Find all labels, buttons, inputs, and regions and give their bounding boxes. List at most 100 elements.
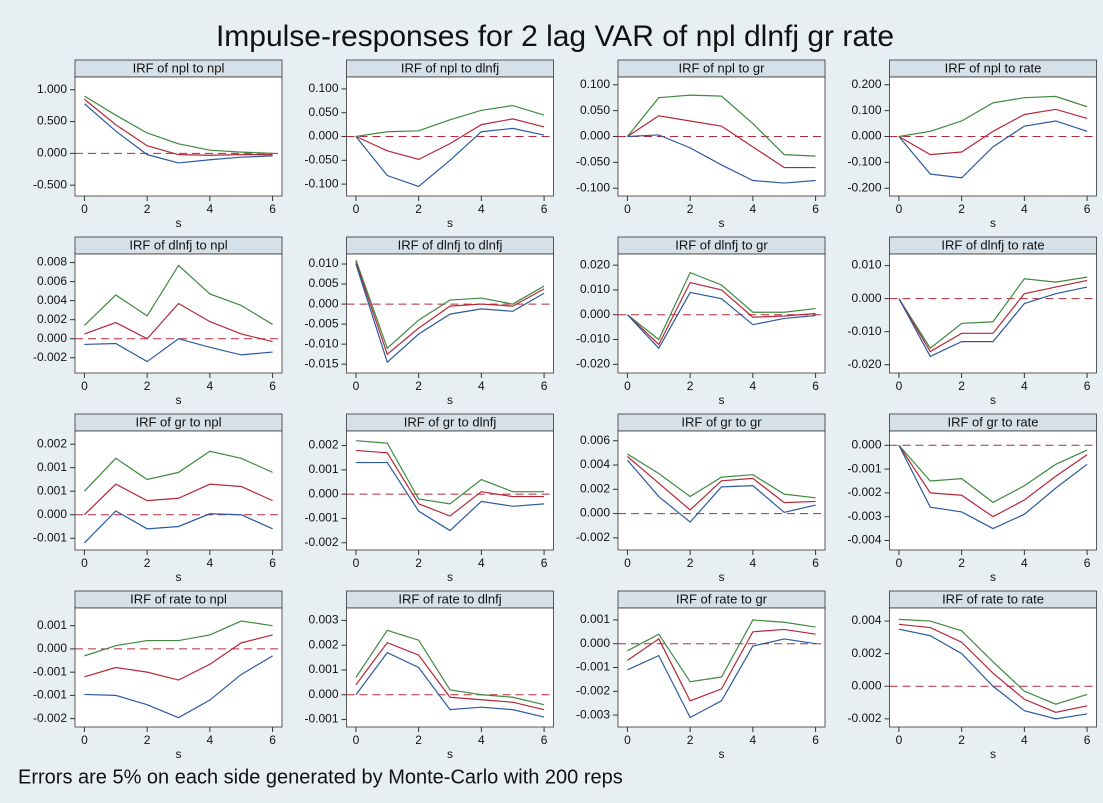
chart-title: Impulse-responses for 2 lag VAR of npl d… <box>216 20 894 53</box>
plot-area <box>346 430 554 551</box>
x-tick-label: 2 <box>687 202 694 216</box>
x-axis-label: s <box>447 216 453 230</box>
x-tick-label: 0 <box>81 379 88 393</box>
irf-line <box>355 261 545 356</box>
x-axis-label: s <box>990 747 996 761</box>
x-tick-label: 4 <box>1021 379 1028 393</box>
irf-line <box>898 108 1088 156</box>
plot-area <box>74 607 283 728</box>
y-tick-label: 0.000 <box>851 291 881 305</box>
y-tick-label: -0.010 <box>304 336 338 350</box>
x-tick-label: 2 <box>415 202 422 216</box>
x-tick-label: 4 <box>1021 733 1028 747</box>
y-tick-label: 0.000 <box>580 129 610 143</box>
y-tick-label: -0.100 <box>304 176 338 190</box>
subplot-title: IRF of rate to dlnfj <box>398 591 501 606</box>
y-tick-label: -0.001 <box>33 688 67 702</box>
x-tick-label: 6 <box>541 379 548 393</box>
irf-line <box>84 655 273 719</box>
y-tick-label: 0.002 <box>851 646 881 660</box>
subplot-title: IRF of gr to npl <box>136 414 222 429</box>
y-tick-label: 0.010 <box>308 256 338 270</box>
y-tick-label: 0.001 <box>37 483 67 497</box>
y-tick-label: 0.001 <box>308 662 338 676</box>
y-tick-label: -0.010 <box>576 332 610 346</box>
y-tick-label: -0.004 <box>847 533 881 547</box>
x-tick-label: 2 <box>144 202 151 216</box>
y-tick-label: 0.005 <box>308 276 338 290</box>
subplot-title: IRF of npl to npl <box>133 60 225 75</box>
x-tick-label: 2 <box>415 556 422 570</box>
y-tick-label: 0.000 <box>580 307 610 321</box>
x-tick-label: 0 <box>353 202 360 216</box>
x-tick-label: 2 <box>144 733 151 747</box>
y-tick-label: 0.100 <box>851 103 881 117</box>
y-tick-label: 0.002 <box>37 312 67 326</box>
y-tick-label: 0.001 <box>308 462 338 476</box>
x-axis-label: s <box>447 393 453 407</box>
subplot-title: IRF of npl to rate <box>945 60 1042 75</box>
y-tick-label: 0.000 <box>308 486 338 500</box>
subplot-title: IRF of dlnfj to rate <box>941 237 1044 252</box>
y-tick-label: 0.002 <box>580 481 610 495</box>
y-tick-label: 0.100 <box>580 77 610 91</box>
x-tick-label: 0 <box>81 202 88 216</box>
x-tick-label: 2 <box>958 556 965 570</box>
irf-line <box>626 281 816 346</box>
y-tick-label: -0.005 <box>304 316 338 330</box>
footnote: Errors are 5% on each side generated by … <box>18 766 623 788</box>
x-tick-label: 6 <box>812 379 819 393</box>
irf-line <box>898 276 1088 350</box>
irf-line <box>83 450 273 492</box>
x-tick-label: 2 <box>687 733 694 747</box>
x-tick-label: 4 <box>1021 202 1028 216</box>
x-tick-label: 0 <box>624 379 631 393</box>
y-tick-label: 0.008 <box>37 255 67 269</box>
x-axis-label: s <box>990 216 996 230</box>
irf-line <box>898 444 1088 518</box>
y-tick-label: -0.002 <box>33 711 67 725</box>
plot-area <box>617 607 826 728</box>
irf-line <box>627 134 816 184</box>
subplot-title: IRF of npl to gr <box>679 60 766 75</box>
irf-line <box>898 618 1088 705</box>
irf-line <box>626 94 816 157</box>
y-tick-label: -0.020 <box>847 357 881 371</box>
x-tick-label: 4 <box>207 733 214 747</box>
x-tick-label: 6 <box>541 556 548 570</box>
x-tick-label: 4 <box>478 556 485 570</box>
x-axis-label: s <box>990 393 996 407</box>
x-tick-label: 0 <box>624 733 631 747</box>
x-tick-label: 6 <box>269 202 276 216</box>
x-tick-label: 4 <box>207 556 214 570</box>
subplot-title: IRF of dlnfj to gr <box>675 237 768 252</box>
y-tick-label: 0.004 <box>580 457 610 471</box>
x-tick-label: 4 <box>207 202 214 216</box>
y-tick-label: 0.050 <box>308 105 338 119</box>
x-axis-label: s <box>447 747 453 761</box>
y-tick-label: 0.500 <box>37 114 67 128</box>
x-tick-label: 4 <box>478 379 485 393</box>
y-tick-label: 0.002 <box>37 436 67 450</box>
irf-line <box>355 461 545 532</box>
y-tick-label: -0.010 <box>847 324 881 338</box>
y-tick-label: 0.002 <box>308 438 338 452</box>
x-axis-label: s <box>176 570 182 584</box>
plot-area <box>889 253 1097 374</box>
y-tick-label: 0.010 <box>580 282 610 296</box>
x-tick-label: 2 <box>687 379 694 393</box>
y-tick-label: 1.000 <box>37 82 67 96</box>
irf-line <box>355 449 545 517</box>
y-tick-label: -0.100 <box>576 180 610 194</box>
irf-line <box>355 440 545 505</box>
x-axis-label: s <box>176 747 182 761</box>
x-tick-label: 2 <box>958 202 965 216</box>
x-axis-label: s <box>990 570 996 584</box>
x-tick-label: 6 <box>1084 733 1091 747</box>
y-tick-label: 0.020 <box>580 257 610 271</box>
y-tick-label: 0.000 <box>37 331 67 345</box>
x-tick-label: 6 <box>1084 379 1091 393</box>
x-tick-label: 0 <box>353 379 360 393</box>
irf-line <box>898 279 1088 353</box>
